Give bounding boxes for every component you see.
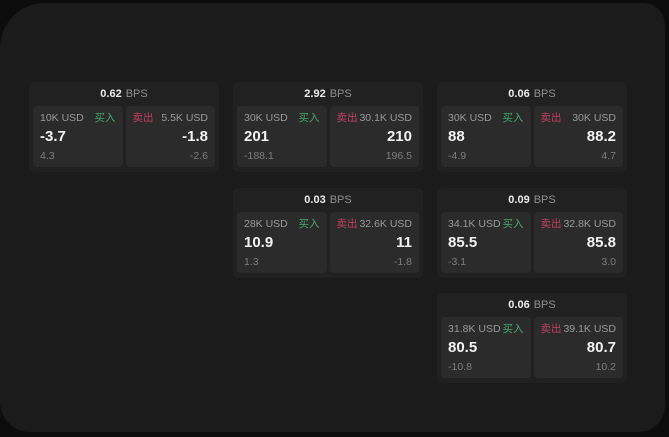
bps-value: 2.92 (304, 88, 326, 100)
bps-header: 0.06 BPS (437, 82, 627, 106)
sell-delta: 196.5 (385, 150, 412, 162)
buy-label: 买入 (502, 112, 524, 124)
sell-delta: -2.6 (189, 150, 208, 162)
bps-header: 0.09 BPS (437, 188, 627, 212)
sell-size: 39.1K USD (563, 323, 616, 335)
market-tile[interactable]: 0.06 BPS 31.8K USD 买入 80.5 -10.8 卖出 39.1… (437, 293, 627, 383)
sell-delta: 4.7 (601, 150, 616, 162)
sell-panel[interactable]: 卖出 30K USD 88.2 4.7 (533, 106, 623, 167)
market-tile[interactable]: 0.03 BPS 28K USD 买入 10.9 1.3 卖出 32.6K US… (233, 188, 423, 278)
sell-label: 卖出 (132, 112, 154, 124)
sell-panel[interactable]: 卖出 30.1K USD 210 196.5 (329, 106, 419, 167)
bps-value: 0.62 (100, 88, 122, 100)
app-window: 0.62 BPS 10K USD 买入 -3.7 4.3 卖出 5.5K USD… (0, 3, 665, 432)
bps-unit-label: BPS (533, 88, 556, 100)
sell-price: 11 (396, 234, 412, 251)
buy-panel[interactable]: 31.8K USD 买入 80.5 -10.8 (441, 317, 531, 378)
bps-value: 0.06 (508, 88, 530, 100)
buy-size: 28K USD (244, 218, 288, 230)
tile-body: 31.8K USD 买入 80.5 -10.8 卖出 39.1K USD 80.… (437, 317, 627, 378)
buy-size: 30K USD (448, 112, 492, 124)
bps-unit-label: BPS (125, 88, 148, 100)
buy-panel[interactable]: 10K USD 买入 -3.7 4.3 (33, 106, 123, 167)
bps-header: 0.06 BPS (437, 293, 627, 317)
buy-price: 85.5 (448, 234, 478, 251)
buy-panel[interactable]: 30K USD 买入 201 -188.1 (237, 106, 327, 167)
buy-delta: -4.9 (448, 150, 467, 162)
sell-price: 210 (386, 128, 412, 145)
buy-delta: 1.3 (244, 256, 259, 268)
buy-price: 88 (448, 128, 465, 145)
sell-size: 32.8K USD (563, 218, 616, 230)
buy-delta: 4.3 (40, 150, 55, 162)
buy-price: -3.7 (40, 128, 66, 145)
bps-value: 0.09 (508, 194, 530, 206)
buy-delta: -3.1 (448, 256, 467, 268)
buy-size: 34.1K USD (448, 218, 501, 230)
sell-price: -1.8 (182, 128, 208, 145)
bps-header: 0.03 BPS (233, 188, 423, 212)
tile-body: 30K USD 买入 201 -188.1 卖出 30.1K USD 210 1… (233, 106, 423, 167)
tile-body: 10K USD 买入 -3.7 4.3 卖出 5.5K USD -1.8 -2.… (29, 106, 219, 167)
sell-size: 30.1K USD (359, 112, 412, 124)
market-tile[interactable]: 0.06 BPS 30K USD 买入 88 -4.9 卖出 30K USD 8… (437, 82, 627, 172)
bps-header: 0.62 BPS (29, 82, 219, 106)
sell-delta: 10.2 (595, 361, 616, 373)
buy-price: 201 (244, 128, 270, 145)
buy-price: 80.5 (448, 339, 478, 356)
buy-label: 买入 (94, 112, 116, 124)
market-tile[interactable]: 0.62 BPS 10K USD 买入 -3.7 4.3 卖出 5.5K USD… (29, 82, 219, 172)
sell-label: 卖出 (540, 323, 562, 335)
tile-body: 30K USD 买入 88 -4.9 卖出 30K USD 88.2 4.7 (437, 106, 627, 167)
buy-delta: -10.8 (448, 361, 472, 373)
sell-label: 卖出 (540, 112, 562, 124)
buy-panel[interactable]: 34.1K USD 买入 85.5 -3.1 (441, 212, 531, 273)
market-tile[interactable]: 0.09 BPS 34.1K USD 买入 85.5 -3.1 卖出 32.8K… (437, 188, 627, 278)
sell-size: 32.6K USD (359, 218, 412, 230)
sell-panel[interactable]: 卖出 32.6K USD 11 -1.8 (329, 212, 419, 273)
buy-delta: -188.1 (244, 150, 274, 162)
buy-size: 31.8K USD (448, 323, 501, 335)
sell-size: 5.5K USD (161, 112, 208, 124)
sell-label: 卖出 (336, 218, 358, 230)
buy-label: 买入 (502, 218, 524, 230)
bps-unit-label: BPS (329, 88, 352, 100)
buy-label: 买入 (298, 218, 320, 230)
sell-price: 85.8 (586, 234, 616, 251)
tile-body: 28K USD 买入 10.9 1.3 卖出 32.6K USD 11 -1.8 (233, 212, 423, 273)
sell-panel[interactable]: 卖出 39.1K USD 80.7 10.2 (533, 317, 623, 378)
tile-body: 34.1K USD 买入 85.5 -3.1 卖出 32.8K USD 85.8… (437, 212, 627, 273)
bps-unit-label: BPS (533, 194, 556, 206)
sell-panel[interactable]: 卖出 5.5K USD -1.8 -2.6 (125, 106, 215, 167)
sell-label: 卖出 (540, 218, 562, 230)
sell-label: 卖出 (336, 112, 358, 124)
buy-label: 买入 (502, 323, 524, 335)
sell-delta: -1.8 (393, 256, 412, 268)
buy-price: 10.9 (244, 234, 274, 251)
sell-price: 88.2 (586, 128, 616, 145)
buy-label: 买入 (298, 112, 320, 124)
bps-value: 0.03 (304, 194, 326, 206)
buy-size: 10K USD (40, 112, 84, 124)
market-tile[interactable]: 2.92 BPS 30K USD 买入 201 -188.1 卖出 30.1K … (233, 82, 423, 172)
bps-unit-label: BPS (329, 194, 352, 206)
sell-size: 30K USD (572, 112, 616, 124)
buy-size: 30K USD (244, 112, 288, 124)
bps-value: 0.06 (508, 299, 530, 311)
bps-unit-label: BPS (533, 299, 556, 311)
buy-panel[interactable]: 28K USD 买入 10.9 1.3 (237, 212, 327, 273)
bps-header: 2.92 BPS (233, 82, 423, 106)
sell-delta: 3.0 (601, 256, 616, 268)
sell-panel[interactable]: 卖出 32.8K USD 85.8 3.0 (533, 212, 623, 273)
buy-panel[interactable]: 30K USD 买入 88 -4.9 (441, 106, 531, 167)
sell-price: 80.7 (586, 339, 616, 356)
